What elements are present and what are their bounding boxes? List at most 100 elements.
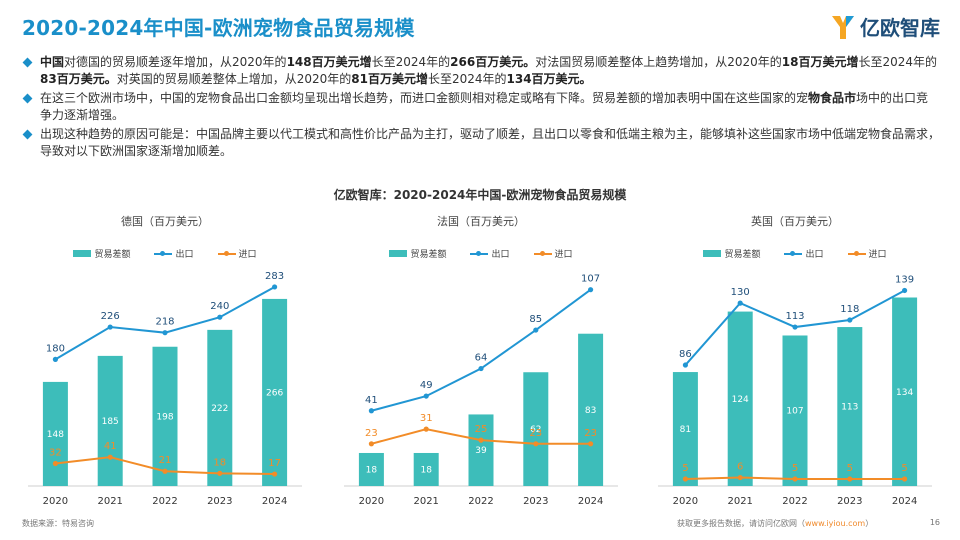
data-label-import: 5: [847, 463, 853, 474]
x-tick-label: 2023: [207, 496, 232, 507]
bar-trade-balance: [97, 355, 123, 486]
legend-item-balance: 贸易差额: [703, 247, 760, 260]
legend-label: 贸易差额: [94, 250, 131, 260]
point-export: [792, 324, 798, 330]
data-label-export: 113: [785, 311, 804, 322]
data-label-export: 180: [46, 343, 65, 354]
x-tick-label: 2024: [892, 496, 917, 507]
data-label-export: 86: [679, 349, 692, 360]
data-label-import: 5: [682, 463, 688, 474]
bullet-diamond-icon: [22, 57, 33, 68]
logo-mark-icon: [832, 15, 854, 39]
bar-trade-balance: [42, 381, 68, 486]
point-export: [423, 393, 429, 399]
x-tick-label: 2021: [413, 496, 438, 507]
legend-label: 进口: [868, 250, 887, 260]
x-tick-label: 2023: [837, 496, 862, 507]
legend-label: 出口: [175, 250, 194, 260]
bullet-text-run: 长至2024年的: [427, 72, 507, 86]
line-swatch-icon: [784, 250, 803, 257]
bullet-bold-run: 83百万美元。: [40, 72, 117, 86]
bar-trade-balance: [468, 414, 494, 486]
panel-title: 德国（百万美元）: [121, 215, 209, 228]
point-export: [52, 356, 59, 362]
chart-svg: 148 185 198 222 266 180 226 218 240 283 32 41 21 18 17…: [28, 271, 302, 507]
data-label-import: 31: [420, 413, 433, 424]
bullet-text-run: 场中的出口竞争力逐渐增强。: [40, 91, 929, 122]
point-export: [368, 408, 374, 414]
point-import: [217, 470, 223, 476]
x-tick-label: 2022: [782, 496, 807, 507]
bullet-text-run: 长至2024年的: [371, 55, 451, 69]
point-export: [107, 324, 113, 330]
data-label-export: 130: [731, 287, 750, 298]
line-export: [371, 288, 592, 412]
bullet-item: 出现这种趋势的原因可能是：中国品牌主要以代工模式和高性价比产品为主打，驱动了顺差…: [22, 126, 940, 160]
point-export: [217, 314, 223, 320]
bullet-text-run: 对法国贸易顺差整体上趋势增加，从2020年的: [535, 55, 782, 69]
chart-panel-uk: 英国（百万美元） 贸易差额 出口 进口 81 124 107 113 134 86 130 1…: [650, 213, 940, 513]
x-tick-label: 2024: [578, 496, 603, 507]
data-source-note: 数据来源：特易咨询: [22, 519, 94, 528]
bullet-text-run: 对英国的贸易顺差整体上增加，从2020年的: [116, 72, 352, 86]
bullet-diamond-icon: [22, 129, 33, 140]
x-tick-label: 2024: [262, 496, 287, 507]
legend-label: 贸易差额: [724, 250, 761, 260]
point-export: [902, 287, 908, 294]
line-swatch-icon: [533, 250, 552, 257]
point-import: [902, 476, 908, 482]
bar-value-label: 266: [266, 388, 283, 398]
data-label-import: 23: [529, 428, 542, 439]
x-tick-label: 2022: [152, 496, 177, 507]
bar-trade-balance: [578, 333, 604, 486]
bar-value-label: 113: [841, 403, 858, 413]
bar-trade-balance: [727, 311, 753, 486]
point-import: [423, 426, 429, 432]
panel-title: 法国（百万美元）: [437, 215, 525, 228]
legend: 贸易差额 出口 进口: [650, 247, 940, 260]
bar-trade-balance: [152, 346, 178, 486]
x-tick-label: 2020: [359, 496, 384, 507]
bullet-text-run: 对德国的贸易顺差逐年增加，从2020年的: [64, 55, 287, 69]
legend-item-import: 进口: [847, 247, 887, 260]
bar-value-label: 124: [732, 395, 749, 405]
line-swatch-icon: [154, 250, 173, 257]
chart-title: 亿欧智库：2020-2024年中国-欧洲宠物食品贸易规模: [333, 188, 627, 202]
brand-logo: 亿欧智库: [830, 12, 940, 41]
panel-title: 英国（百万美元）: [751, 215, 839, 228]
bullet-item: 中国对德国的贸易顺差逐年增加，从2020年的148百万美元增长至2024年的26…: [22, 54, 940, 88]
bullet-text: 在这三个欧洲市场中，中国的宠物食品出口金额均呈现出增长趋势，而进口金额则相对稳定…: [40, 91, 928, 122]
point-import: [847, 476, 853, 482]
bar-trade-balance: [672, 372, 698, 486]
page-title: 2020-2024年中国-欧洲宠物食品贸易规模: [22, 16, 415, 40]
bar-swatch-icon: [73, 250, 92, 257]
bar-trade-balance: [782, 335, 808, 486]
legend-item-export: 出口: [154, 247, 194, 260]
legend-item-export: 出口: [784, 247, 824, 260]
x-tick-label: 2020: [43, 496, 68, 507]
bar-swatch-icon: [703, 250, 722, 257]
legend-item-export: 出口: [470, 247, 510, 260]
point-export: [162, 330, 168, 336]
legend-item-import: 进口: [533, 247, 573, 260]
bar-trade-balance: [358, 452, 384, 486]
data-label-export: 49: [420, 380, 433, 391]
bar-value-label: 62: [530, 425, 541, 435]
point-import: [368, 441, 374, 447]
bar-value-label: 39: [475, 446, 487, 456]
point-export: [847, 317, 853, 323]
data-label-import: 6: [737, 462, 743, 473]
bar-value-label: 222: [211, 404, 228, 414]
bar-value-label: 134: [896, 388, 913, 398]
bar-value-label: 81: [680, 425, 691, 435]
legend-label: 出口: [805, 250, 824, 260]
point-export: [272, 284, 278, 290]
bullet-text: 中国对德国的贸易顺差逐年增加，从2020年的148百万美元增长至2024年的26…: [40, 55, 937, 86]
data-label-export: 107: [581, 274, 600, 285]
point-export: [533, 327, 539, 333]
footer-link[interactable]: www.iyiou.com: [805, 519, 866, 528]
point-export: [682, 362, 688, 368]
bar-value-label: 185: [102, 417, 119, 427]
x-tick-label: 2021: [727, 496, 752, 507]
bullet-item: 在这三个欧洲市场中，中国的宠物食品出口金额均呈现出增长趋势，而进口金额则相对稳定…: [22, 90, 940, 124]
